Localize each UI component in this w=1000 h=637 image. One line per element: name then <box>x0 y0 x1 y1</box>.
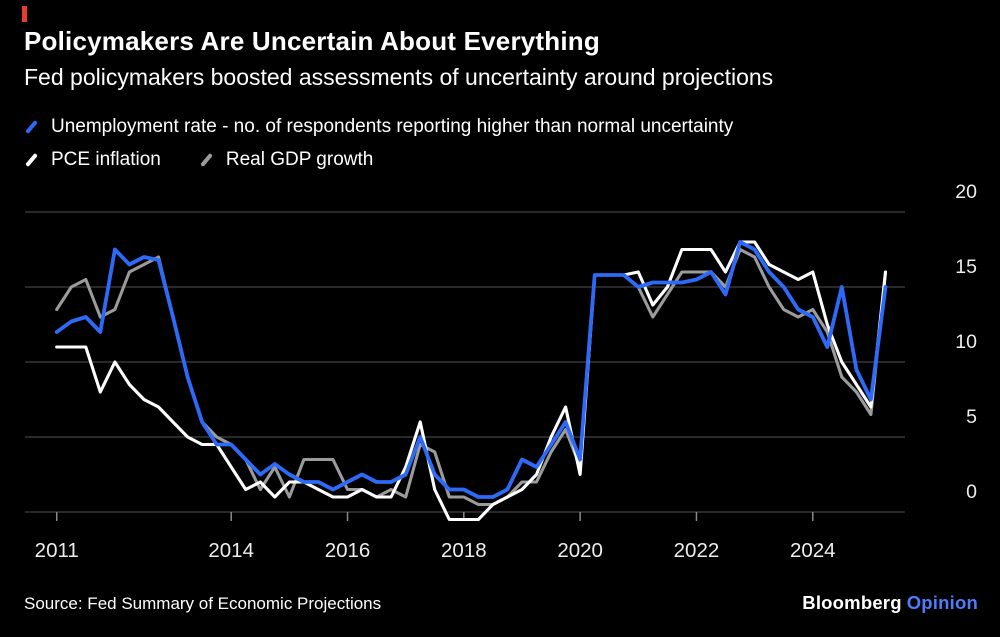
opinion-wordmark: Opinion <box>906 592 978 613</box>
legend-row-1: Unemployment rate - no. of respondents r… <box>24 116 733 138</box>
legend-label-unemployment: Unemployment rate - no. of respondents r… <box>51 116 734 137</box>
x-axis-label: 2016 <box>325 539 371 562</box>
real-gdp-growth-line <box>55 247 888 507</box>
y-axis-label: 15 <box>955 256 977 278</box>
legend-item-unemployment: Unemployment rate - no. of respondents r… <box>24 116 733 138</box>
y-axis-label: 0 <box>966 481 977 503</box>
red-accent-mark <box>22 6 27 22</box>
pce-inflation-line <box>55 240 888 522</box>
unemployment-rate-line <box>54 240 888 499</box>
x-axis-label: 2011 <box>35 539 79 562</box>
legend-label-pce-inflation: PCE inflation <box>51 149 161 170</box>
legend-item-pce-inflation: PCE inflation <box>24 149 161 171</box>
x-axis-label: 2020 <box>557 539 603 562</box>
legend-label-real-gdp: Real GDP growth <box>225 149 374 170</box>
bloomberg-wordmark: Bloomberg <box>802 592 902 613</box>
bloomberg-logo: Bloomberg Opinion <box>802 592 978 614</box>
x-axis-label: 2018 <box>441 539 487 562</box>
x-axis-label: 2024 <box>790 539 836 562</box>
x-axis-label: 2022 <box>674 539 720 562</box>
legend-item-real-gdp: Real GDP growth <box>199 149 374 171</box>
legend-row-2: PCE inflation Real GDP growth <box>24 149 733 171</box>
chart-subtitle: Fed policymakers boosted assessments of … <box>24 64 774 90</box>
y-axis-label: 5 <box>966 406 977 428</box>
x-axis-label: 2014 <box>208 539 254 562</box>
legend: Unemployment rate - no. of respondents r… <box>24 116 733 182</box>
y-axis-label: 10 <box>955 331 977 353</box>
y-axis-label: 20 <box>955 181 977 203</box>
source-note: Source: Fed Summary of Economic Projecti… <box>24 594 382 613</box>
chart-title: Policymakers Are Uncertain About Everyth… <box>24 26 600 56</box>
